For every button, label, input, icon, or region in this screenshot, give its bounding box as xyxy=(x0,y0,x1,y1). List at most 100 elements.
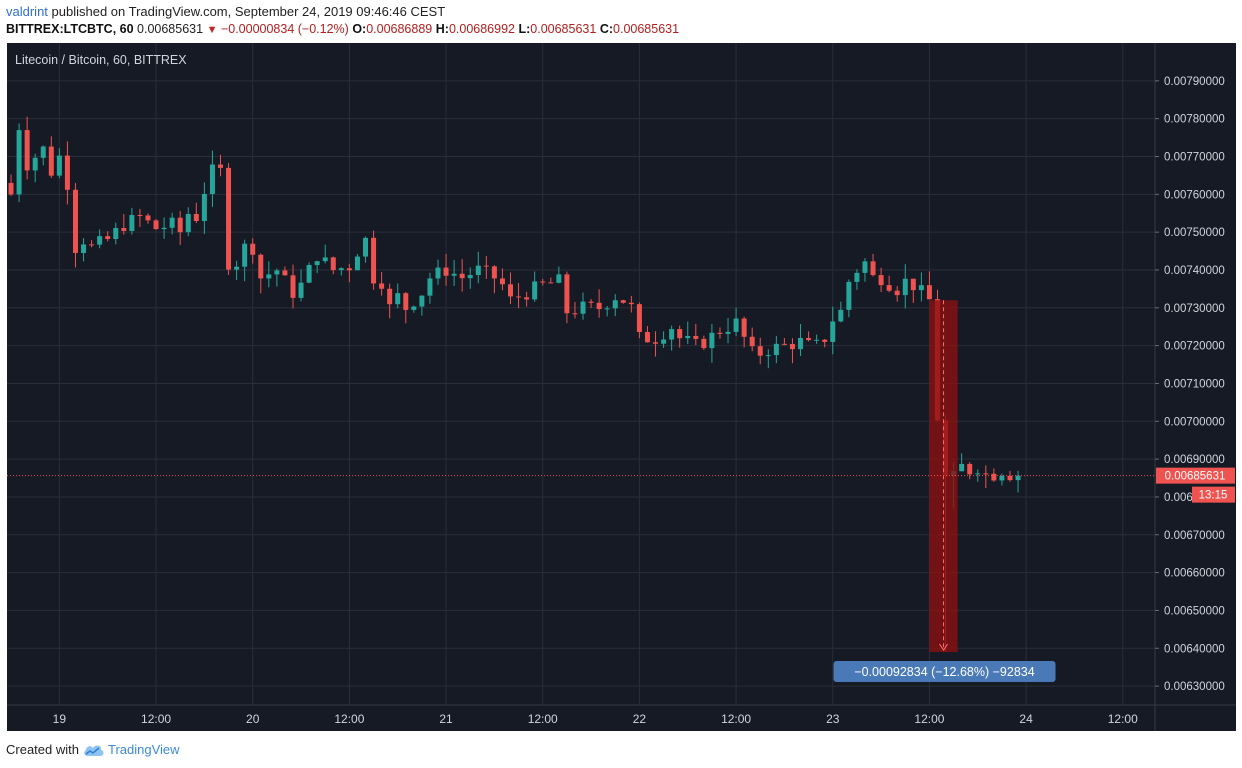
candle-body xyxy=(121,228,127,231)
candle-body xyxy=(838,309,844,322)
candle-body xyxy=(564,274,570,314)
candle-body xyxy=(822,339,828,342)
y-tick-label: 0.00640000 xyxy=(1164,643,1225,655)
candle-body xyxy=(435,267,441,279)
low-label: L: xyxy=(518,22,531,36)
x-tick-label: 20 xyxy=(246,712,260,726)
footer: Created with TradingView xyxy=(6,742,180,757)
y-tick-label: 0.00660000 xyxy=(1164,568,1225,580)
candle-body xyxy=(113,228,119,239)
candle-body xyxy=(24,130,30,171)
candle-body xyxy=(798,338,804,350)
candle-body xyxy=(32,157,38,171)
candle-body xyxy=(395,293,401,305)
candle-body xyxy=(177,217,183,233)
symbol-label: BITTREX:LTCBTC, 60 xyxy=(6,22,134,36)
candle-body xyxy=(733,318,739,332)
current-price-label: 0.00685631 xyxy=(1165,471,1226,483)
candle-body xyxy=(862,261,868,273)
candle-body xyxy=(588,301,594,303)
y-tick-label: 0.00770000 xyxy=(1164,151,1225,163)
candle-body xyxy=(242,243,248,267)
candle-body xyxy=(217,164,223,168)
candle-body xyxy=(814,339,820,341)
candle-body xyxy=(403,293,409,310)
candle-body xyxy=(548,282,554,284)
candle-body xyxy=(322,257,328,262)
candle-body xyxy=(556,274,562,283)
candle-body xyxy=(580,301,586,314)
high-value: 0.00686992 xyxy=(448,22,515,36)
author-link[interactable]: valdrint xyxy=(6,4,48,19)
high-label: H: xyxy=(435,22,449,36)
candle-body xyxy=(475,265,481,276)
measure-arrow-head xyxy=(939,643,948,651)
candle-body xyxy=(467,275,473,279)
y-tick-label: 0.00670000 xyxy=(1164,530,1225,542)
candle-body xyxy=(612,300,618,309)
candle-body xyxy=(64,155,70,190)
candle-body xyxy=(137,214,143,216)
candle-body xyxy=(596,302,602,310)
candle-body xyxy=(540,281,546,283)
close-value: 0.00685631 xyxy=(613,22,680,36)
candle-body xyxy=(693,335,699,339)
candle-body xyxy=(483,265,489,267)
candle-body xyxy=(757,346,763,356)
candle-body xyxy=(636,304,642,333)
candle-body xyxy=(298,282,304,298)
current-price-tag xyxy=(1156,467,1235,484)
candle-body xyxy=(959,463,965,472)
close-label: C: xyxy=(599,22,614,36)
y-tick-label: 0.00740000 xyxy=(1164,265,1225,277)
candle-body xyxy=(677,329,683,339)
candle-body xyxy=(572,313,578,315)
publication-info: valdrint published on TradingView.com, S… xyxy=(6,4,445,19)
y-tick-label: 0.00710000 xyxy=(1164,378,1225,390)
candle-body xyxy=(258,254,264,279)
candle-body xyxy=(830,321,836,342)
x-tick-label: 12:00 xyxy=(334,712,364,726)
open-value: 0.00686889 xyxy=(366,22,433,36)
candle-body xyxy=(314,261,320,265)
candle-body xyxy=(999,475,1005,481)
candle-body xyxy=(1015,475,1021,481)
candle-body xyxy=(419,295,425,307)
candle-body xyxy=(234,266,240,270)
candle-body xyxy=(72,189,78,254)
candle-body xyxy=(354,256,360,271)
candle-body xyxy=(620,300,626,303)
candle-body xyxy=(185,213,191,233)
x-tick-label: 21 xyxy=(439,712,453,726)
tradingview-brand[interactable]: TradingView xyxy=(107,742,180,757)
candle-body xyxy=(870,261,876,276)
candle-body xyxy=(330,257,336,271)
candle-body xyxy=(967,463,973,475)
x-tick-label: 12:00 xyxy=(721,712,751,726)
candle-body xyxy=(266,274,272,279)
y-tick-label: 0.00730000 xyxy=(1164,303,1225,315)
candle-body xyxy=(709,332,715,349)
candle-body xyxy=(48,146,54,176)
candle-body xyxy=(789,343,795,350)
candle-body xyxy=(97,236,103,245)
x-tick-label: 24 xyxy=(1019,712,1033,726)
chart-background xyxy=(7,43,1236,731)
quote-line: BITTREX:LTCBTC, 60 0.00685631 ▼ −0.00000… xyxy=(6,22,679,36)
candle-body xyxy=(508,284,514,297)
candle-body xyxy=(661,339,667,344)
x-tick-label: 12:00 xyxy=(528,712,558,726)
x-tick-label: 12:00 xyxy=(141,712,171,726)
candle-body xyxy=(685,335,691,339)
candle-body xyxy=(209,164,215,195)
last-price-text: 0.00685631 xyxy=(137,22,204,36)
candle-body xyxy=(89,244,95,246)
candle-body xyxy=(8,182,14,195)
candle-body xyxy=(379,283,385,289)
candle-body xyxy=(991,473,997,481)
candle-body xyxy=(669,329,675,340)
candle-body xyxy=(846,281,852,310)
candle-body xyxy=(653,342,659,344)
candle-body xyxy=(806,338,812,341)
